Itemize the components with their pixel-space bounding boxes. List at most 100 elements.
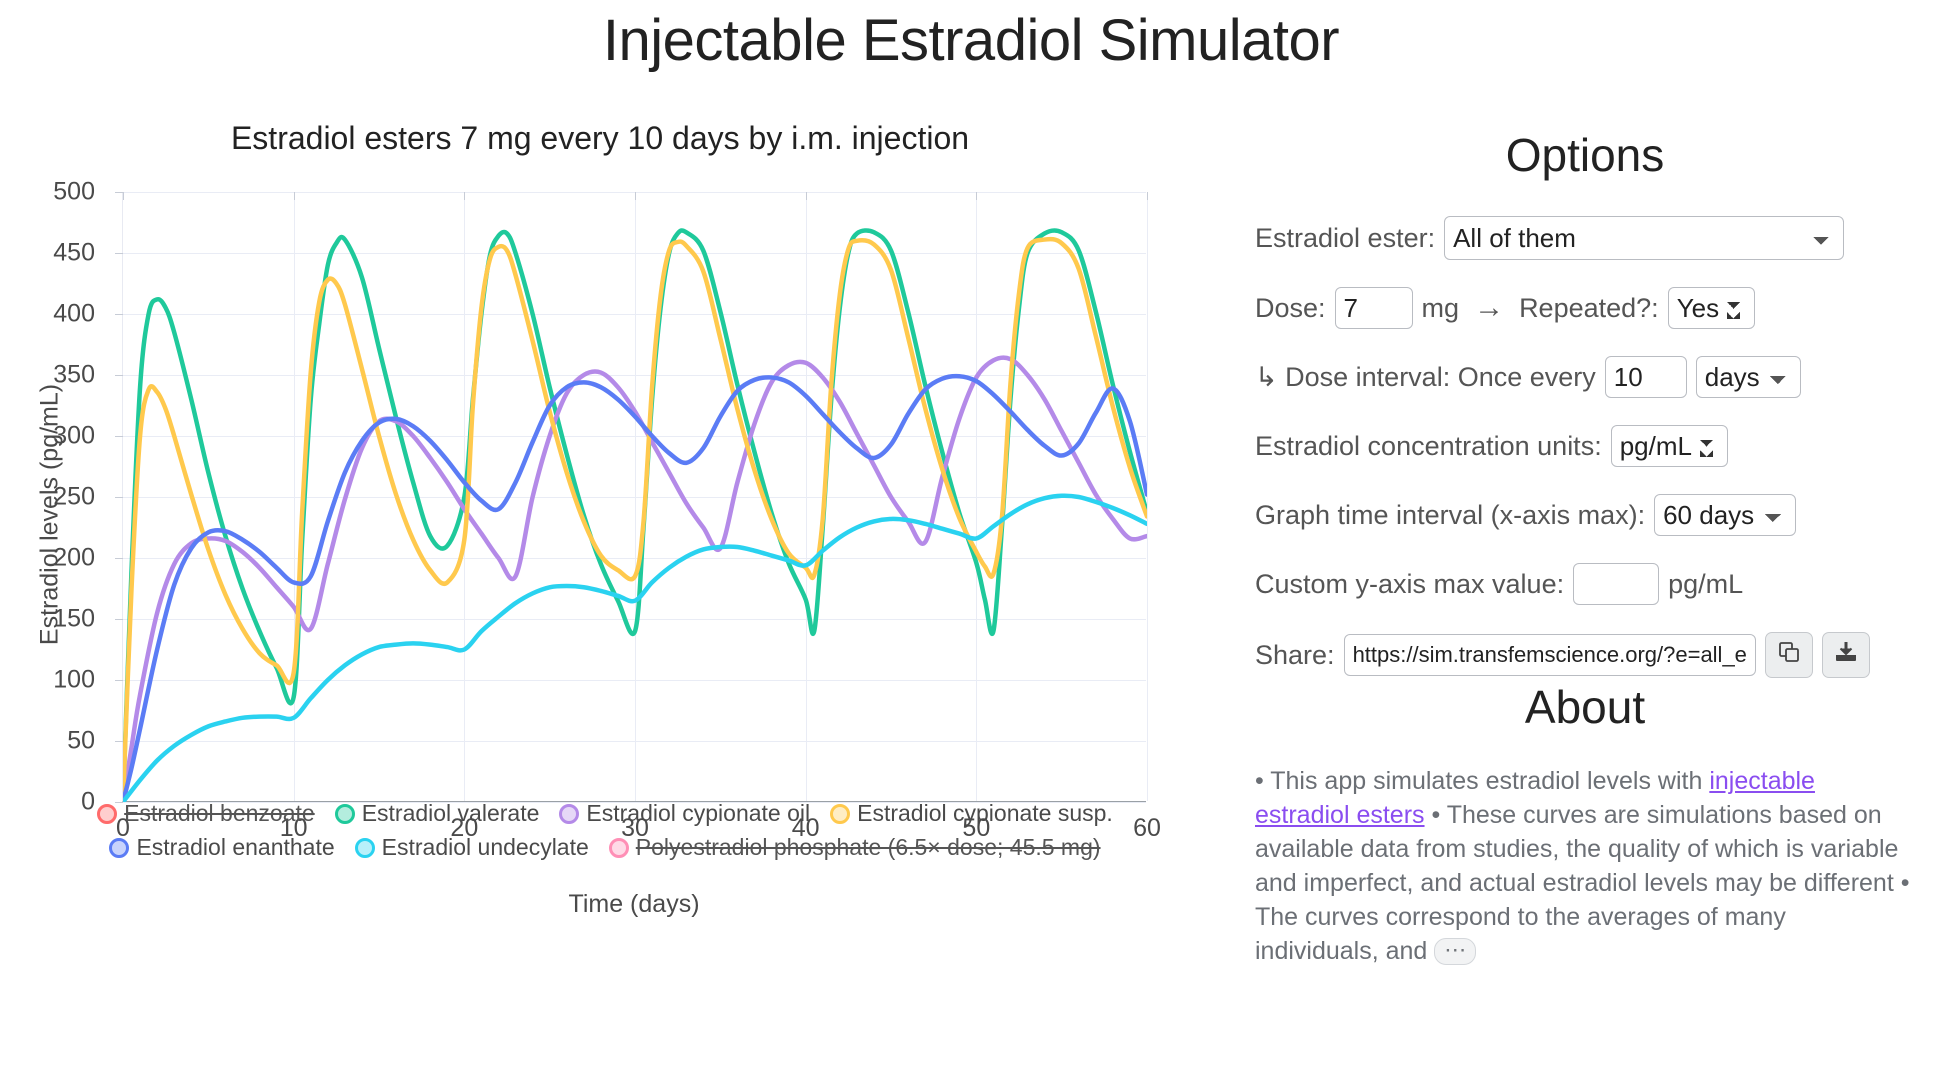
option-row-dose: Dose: mg → Repeated?: Yes — [1255, 287, 1915, 329]
y-axis-tick-mark — [115, 375, 123, 376]
x-axis-tick-mark — [976, 192, 978, 200]
y-axis-tick-mark — [115, 436, 123, 437]
x-gridline — [635, 192, 636, 801]
copy-icon — [1777, 640, 1801, 671]
legend-color-swatch — [97, 803, 118, 824]
ester-select[interactable]: All of them — [1444, 216, 1845, 260]
x-axis-tick-label: 40 — [791, 814, 820, 842]
y-gridline — [123, 253, 1146, 254]
option-row-ymax: Custom y-axis max value: pg/mL — [1255, 563, 1915, 605]
legend-item[interactable]: Estradiol valerate — [334, 800, 539, 827]
curves-svg — [123, 228, 1147, 802]
option-row-timeinterval: Graph time interval (x-axis max): 60 day… — [1255, 494, 1915, 536]
interval-unit-select[interactable]: days — [1695, 356, 1801, 398]
legend-item[interactable]: Polyestradiol phosphate (6.5× dose; 45.5… — [608, 834, 1101, 861]
about-text-part1: • This app simulates estradiol levels wi… — [1255, 767, 1710, 795]
options-heading: Options — [1505, 129, 1665, 181]
options-panel: Options Estradiol ester: All of them Dos… — [1255, 128, 1915, 705]
ymax-unit-label: pg/mL — [1668, 568, 1744, 599]
x-axis-tick-label: 20 — [450, 814, 479, 842]
x-axis-tick-mark — [805, 192, 807, 200]
copy-button[interactable] — [1764, 632, 1813, 678]
y-gridline — [123, 680, 1146, 681]
x-gridline — [1147, 192, 1148, 801]
x-axis-tick-mark — [635, 192, 636, 200]
x-axis-tick-label: 0 — [116, 814, 130, 842]
legend-item[interactable]: Estradiol cypionate oil — [559, 800, 810, 827]
about-more-button[interactable]: ⋯ — [1434, 938, 1477, 965]
plot-area: 0 50 100 150 200 250 300 350 400 450 500 0 10 20 30 40 5… — [53, 178, 1161, 843]
option-row-ester: Estradiol ester: All of them — [1255, 216, 1915, 260]
about-section: About • This app simulates estradiol lev… — [1255, 680, 1915, 968]
chart-title: Estradiol esters 7 mg every 10 days by i… — [230, 120, 970, 156]
y-axis-tick-mark — [115, 741, 123, 742]
series-line — [123, 355, 1147, 802]
y-gridline — [123, 497, 1146, 498]
x-axis-tick-label: 60 — [1133, 814, 1161, 842]
series-line — [123, 493, 1147, 802]
x-gridline — [293, 192, 295, 801]
legend-item[interactable]: Estradiol enanthate — [109, 834, 335, 861]
download-button[interactable] — [1821, 632, 1870, 678]
arrow-icon: → — [1474, 291, 1505, 324]
y-axis-tick-label: 150 — [53, 604, 95, 633]
y-axis-tick-mark — [115, 253, 123, 254]
repeated-label: Repeated?: — [1519, 292, 1659, 323]
about-heading: About — [1524, 681, 1646, 733]
x-axis-tick-mark — [293, 192, 295, 200]
interval-label: ↳ Dose interval: Once every — [1255, 361, 1596, 392]
timeinterval-select[interactable]: 60 days — [1654, 494, 1797, 536]
legend-item-label: Estradiol benzoate — [124, 800, 315, 826]
timeinterval-label: Graph time interval (x-axis max): — [1255, 499, 1646, 530]
x-gridline — [976, 192, 978, 801]
x-axis-tick-label: 10 — [279, 814, 308, 842]
y-axis-tick-mark — [115, 314, 123, 315]
y-axis-tick-label: 450 — [53, 238, 95, 267]
legend-color-swatch — [354, 837, 375, 858]
y-axis-tick-label: 250 — [53, 482, 95, 511]
y-gridline — [123, 558, 1146, 559]
repeated-select[interactable]: Yes — [1667, 287, 1755, 329]
dose-label: Dose: — [1255, 292, 1326, 323]
y-gridline — [123, 741, 1146, 742]
x-axis-title: Time (days) — [568, 890, 700, 918]
legend-row: Estradiol enanthate Estradiol undecylate P… — [100, 834, 1110, 861]
ymax-input[interactable] — [1573, 563, 1660, 605]
legend-item-label: Estradiol enanthate — [136, 834, 335, 860]
series-line — [123, 373, 1147, 802]
download-icon — [1834, 640, 1858, 671]
units-select[interactable]: pg/mL — [1610, 425, 1728, 467]
legend-item[interactable]: Estradiol cypionate susp. — [830, 800, 1113, 827]
legend-color-swatch — [109, 837, 130, 858]
y-axis-tick-label: 200 — [53, 543, 95, 572]
legend-color-swatch — [559, 803, 580, 824]
injectable-estradiol-esters-link[interactable]: injectable estradiol esters — [1255, 767, 1815, 829]
option-row-share: Share: — [1255, 632, 1915, 678]
legend-item[interactable]: Estradiol undecylate — [354, 834, 589, 861]
share-url-input[interactable] — [1343, 634, 1756, 676]
legend-item[interactable]: Estradiol benzoate — [97, 800, 315, 827]
legend-item-label: Estradiol undecylate — [381, 834, 589, 860]
y-axis-tick-label: 50 — [67, 726, 95, 755]
y-axis-tick-label: 0 — [81, 787, 95, 816]
legend-item-label: Polyestradiol phosphate (6.5× dose; 45.5… — [635, 834, 1101, 860]
y-gridline — [123, 375, 1146, 376]
legend-color-swatch — [608, 837, 629, 858]
y-axis-tick-mark — [115, 680, 123, 681]
legend-color-swatch — [334, 803, 355, 824]
x-axis-tick-mark — [464, 192, 466, 200]
y-gridline — [123, 314, 1146, 315]
legend-color-swatch — [830, 803, 851, 824]
interval-input[interactable] — [1604, 356, 1687, 398]
dose-input[interactable] — [1334, 287, 1413, 329]
ymax-label: Custom y-axis max value: — [1255, 568, 1565, 599]
y-axis-tick-label: 500 — [53, 177, 95, 206]
y-axis-tick-mark — [115, 558, 123, 559]
chart-legend: Estradiol benzoate Estradiol valerate Estr… — [97, 800, 1113, 868]
share-label: Share: — [1255, 639, 1335, 670]
page-title: Injectable Estradiol Simulator — [602, 8, 1340, 73]
y-axis-tick-mark — [115, 497, 123, 498]
about-text-part2: • These curves are simulations based on … — [1255, 801, 1910, 965]
y-gridline — [123, 192, 1146, 193]
